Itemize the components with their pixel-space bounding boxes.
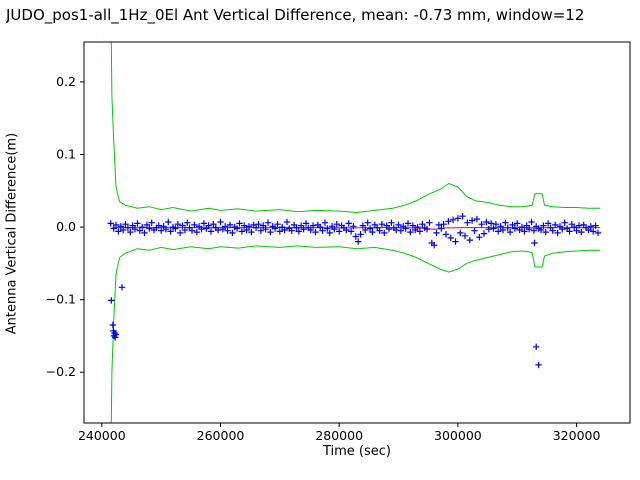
x-axis-label: Time (sec) bbox=[322, 444, 391, 459]
x-tick-label: 260000 bbox=[197, 428, 245, 443]
y-axis-label: Antenna Vertical Difference(m) bbox=[4, 132, 20, 335]
y-tick-label: 0.0 bbox=[56, 219, 76, 234]
y-tick-label: 0.2 bbox=[56, 74, 76, 89]
y-tick-label: −0.1 bbox=[46, 292, 76, 307]
y-tick-label: −0.2 bbox=[46, 364, 76, 379]
y-tick-label: 0.1 bbox=[56, 146, 76, 161]
x-tick-label: 300000 bbox=[434, 428, 482, 443]
chart-title: JUDO_pos1-all_1Hz_0El Ant Vertical Diffe… bbox=[6, 6, 585, 24]
x-tick-label: 280000 bbox=[315, 428, 363, 443]
x-tick-label: 320000 bbox=[553, 428, 601, 443]
x-tick-label: 240000 bbox=[78, 428, 126, 443]
